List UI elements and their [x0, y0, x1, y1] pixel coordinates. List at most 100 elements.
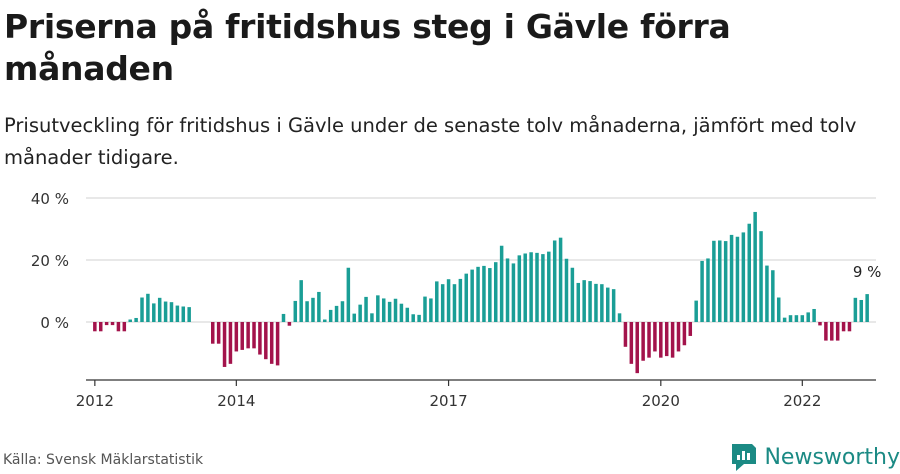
bar — [582, 280, 586, 322]
bar — [788, 315, 793, 322]
x-tick-label: 2020 — [642, 392, 680, 410]
bar — [682, 322, 687, 346]
bar — [676, 322, 681, 352]
bar — [252, 322, 256, 349]
bar — [723, 241, 728, 322]
bar — [482, 265, 486, 322]
bar — [181, 306, 186, 322]
bar — [405, 307, 410, 322]
bar — [258, 322, 262, 355]
bar — [488, 268, 492, 322]
bar — [169, 302, 174, 322]
bar — [393, 298, 398, 322]
y-tick-label: 40 % — [31, 190, 69, 208]
brand-name: Newsworthy — [764, 444, 900, 470]
bar — [311, 297, 315, 322]
bar — [552, 240, 557, 322]
bar — [588, 281, 592, 322]
bar — [647, 322, 651, 358]
bar — [387, 301, 392, 322]
bar — [228, 322, 233, 364]
bar — [417, 314, 421, 322]
bar — [381, 298, 386, 322]
bar — [358, 304, 362, 322]
bar — [317, 291, 321, 322]
bar — [729, 234, 734, 322]
bar — [765, 265, 769, 322]
bar — [541, 254, 545, 322]
bar — [370, 313, 374, 322]
bar — [222, 322, 227, 367]
annotations: 9 % — [853, 263, 882, 281]
bar — [812, 308, 816, 322]
y-axis-labels: 0 % 20 % 40 % — [31, 190, 69, 332]
bar — [653, 322, 657, 352]
y-tick-label: 0 % — [40, 314, 69, 332]
bar — [110, 322, 115, 326]
bar — [859, 299, 864, 322]
x-tick-label: 2012 — [76, 392, 114, 410]
bar — [399, 303, 404, 322]
bar — [594, 283, 598, 322]
value-annotation: 9 % — [853, 263, 882, 281]
bar — [429, 298, 433, 322]
x-tick-label: 2014 — [217, 392, 255, 410]
bar — [806, 312, 810, 322]
bar — [794, 315, 799, 322]
bar — [175, 305, 180, 322]
newsworthy-brand: Newsworthy — [730, 440, 900, 474]
bar — [623, 322, 628, 347]
bar — [269, 322, 274, 364]
bar — [835, 322, 840, 341]
bar — [246, 322, 250, 349]
bar — [517, 255, 522, 322]
bar — [287, 322, 292, 326]
bar — [706, 258, 710, 322]
bar — [452, 284, 457, 322]
bar-chart: 0 % 20 % 40 % 2012 2014 2017 2020 2022 9 % — [31, 190, 882, 410]
bar — [629, 322, 634, 364]
bar — [234, 322, 239, 352]
bar — [211, 322, 215, 344]
bar — [535, 252, 539, 322]
bar — [187, 307, 191, 322]
bar — [547, 251, 551, 322]
bar — [281, 313, 286, 322]
x-axis-ticks: 2012 2014 2017 2020 2022 — [76, 380, 821, 410]
bar — [323, 319, 327, 322]
bar — [240, 322, 244, 350]
x-tick-label: 2017 — [429, 392, 467, 410]
bar — [741, 232, 746, 322]
bar — [493, 262, 498, 322]
y-tick-label: 20 % — [31, 252, 69, 270]
bar — [435, 281, 439, 322]
bar — [641, 322, 645, 361]
bar — [529, 252, 533, 322]
bar — [818, 322, 822, 326]
bar — [735, 236, 740, 322]
bar — [664, 322, 669, 357]
chart-title: Priserna på fritidshus steg i Gävle förr… — [4, 7, 731, 88]
bar — [440, 284, 445, 322]
bar — [340, 301, 345, 322]
bar — [152, 303, 156, 322]
bar — [305, 301, 309, 322]
bar — [606, 287, 610, 322]
bar — [293, 300, 298, 322]
bar — [865, 294, 869, 322]
bar — [470, 269, 474, 322]
bar — [328, 309, 333, 322]
bar — [782, 317, 787, 322]
bar — [264, 322, 268, 360]
newsworthy-logo-icon — [732, 444, 757, 471]
bar — [776, 297, 781, 322]
bar — [464, 273, 469, 322]
source-note: Källa: Svensk Mäklarstatistik — [3, 452, 204, 468]
bar — [694, 300, 698, 322]
bar — [847, 322, 852, 332]
bar — [564, 258, 569, 322]
bar — [617, 313, 622, 322]
bar — [98, 322, 103, 332]
grid-lines — [86, 197, 876, 323]
bar — [376, 295, 380, 322]
